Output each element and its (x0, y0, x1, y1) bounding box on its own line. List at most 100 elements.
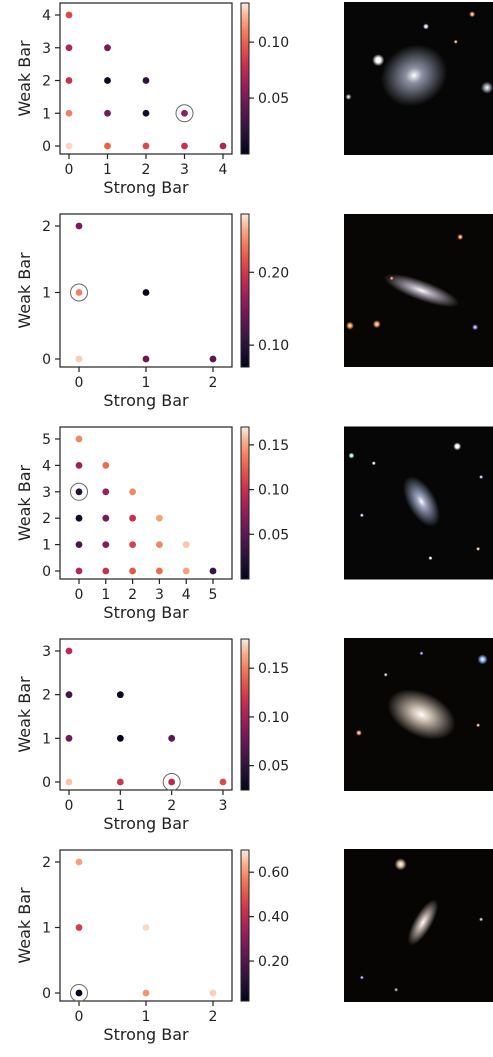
colorbar-tick-label: 0.10 (258, 710, 289, 726)
axes-frame (59, 638, 233, 791)
galaxy-shape (380, 44, 448, 107)
x-tick-label: 4 (182, 587, 191, 603)
data-point (142, 109, 150, 117)
x-tick-label: 2 (128, 587, 137, 603)
y-tick-label: 1 (42, 921, 51, 937)
highlight-ring (70, 283, 88, 302)
data-point (181, 109, 188, 117)
y-tick-label: 4 (42, 8, 51, 24)
data-point (116, 691, 124, 699)
data-point (65, 647, 73, 655)
data-point (75, 488, 83, 496)
data-point (209, 989, 217, 997)
star (481, 81, 493, 94)
y-tick-label: 2 (42, 511, 51, 527)
data-point (181, 142, 188, 150)
x-axis-label: Strong Bar (103, 178, 189, 197)
data-point (75, 435, 83, 443)
galaxy-shape (407, 899, 439, 946)
data-point (65, 44, 73, 52)
colorbar (240, 213, 250, 368)
data-point (116, 778, 124, 786)
x-tick-label: 2 (142, 162, 151, 178)
data-point (209, 567, 217, 575)
x-tick-label: 0 (65, 162, 74, 178)
star (479, 474, 484, 479)
colorbar-tick-label: 0.15 (258, 661, 289, 677)
colorbar-tick-label: 0.05 (258, 527, 289, 543)
y-tick-label: 1 (42, 286, 51, 302)
data-point (104, 109, 111, 117)
x-axis-label: Strong Bar (103, 1025, 189, 1044)
chart-panel-1: 0 1 2 3 4 0 1 2 3 4 Strong Bar Weak Bar 0.05 0.10 (15, 2, 493, 197)
star (477, 654, 488, 665)
data-point (75, 462, 83, 469)
y-tick-label: 2 (42, 688, 51, 704)
star (479, 917, 484, 922)
star (348, 452, 355, 459)
data-point (75, 567, 83, 575)
data-point (129, 488, 137, 496)
chart-panel-3: 0 1 2 3 4 5 0 1 2 3 4 5 Strong Bar Weak Bar 0.05 0.10 0.… (15, 426, 493, 622)
data-point (102, 514, 110, 522)
y-axis-label: Weak Bar (15, 252, 34, 329)
star (428, 556, 433, 561)
galaxy-image (344, 849, 493, 1002)
data-point (65, 142, 73, 150)
y-tick-label: 4 (42, 458, 51, 474)
data-point (75, 355, 83, 363)
star (422, 23, 429, 30)
data-point (142, 289, 150, 296)
data-point (104, 142, 111, 150)
star (419, 651, 424, 656)
galaxy-image (344, 2, 493, 155)
y-axis-label: Weak Bar (15, 464, 34, 541)
y-tick-label: 1 (42, 106, 51, 122)
star (355, 729, 362, 736)
star (359, 513, 364, 518)
y-tick-label: 1 (42, 731, 51, 747)
colorbar-tick-label: 0.60 (258, 865, 289, 881)
x-tick-label: 1 (142, 375, 151, 391)
data-point (156, 567, 163, 575)
x-tick-label: 0 (65, 798, 74, 814)
x-tick-label: 3 (180, 162, 189, 178)
data-point (75, 289, 83, 296)
highlight-ring (70, 482, 88, 501)
data-point (65, 691, 73, 699)
colorbar-tick-label: 0.10 (258, 35, 289, 51)
y-tick-label: 0 (42, 564, 51, 580)
star (394, 858, 407, 871)
highlight-ring (162, 773, 181, 791)
colorbar-tick-label: 0.05 (258, 91, 289, 107)
data-point (142, 142, 150, 150)
data-point (75, 541, 83, 548)
colorbar-tick-label: 0.10 (258, 483, 289, 499)
colorbar-tick-label: 0.40 (258, 910, 289, 926)
star (389, 276, 394, 281)
chart-panel-2: 0 1 2 0 1 2 Strong Bar Weak Bar 0.10 0.20 (15, 213, 493, 410)
x-tick-label: 2 (209, 1009, 218, 1025)
x-axis-label: Strong Bar (103, 603, 189, 622)
data-point (65, 778, 73, 786)
data-point (168, 778, 176, 786)
y-tick-label: 3 (42, 644, 51, 660)
x-axis-label: Strong Bar (103, 814, 189, 833)
y-axis-label: Weak Bar (15, 887, 34, 964)
chart-panel-5: 0 1 2 0 1 2 Strong Bar Weak Bar 0.20 0.40 0.60 (15, 849, 493, 1044)
y-tick-label: 0 (42, 986, 51, 1002)
x-tick-label: 0 (75, 1009, 84, 1025)
data-point (219, 142, 227, 150)
data-point (75, 924, 83, 931)
x-tick-label: 2 (167, 798, 176, 814)
chart-panel-4: 0 1 2 3 0 1 2 3 Strong Bar Weak Bar 0.05 0.10 0.15 (15, 638, 493, 833)
x-tick-label: 1 (101, 587, 110, 603)
data-point (116, 734, 124, 742)
data-point (75, 858, 83, 866)
x-tick-label: 1 (116, 798, 125, 814)
data-point (142, 924, 150, 931)
data-point (104, 44, 111, 52)
y-tick-label: 0 (42, 139, 51, 155)
y-tick-label: 2 (42, 855, 51, 871)
star (372, 54, 385, 67)
